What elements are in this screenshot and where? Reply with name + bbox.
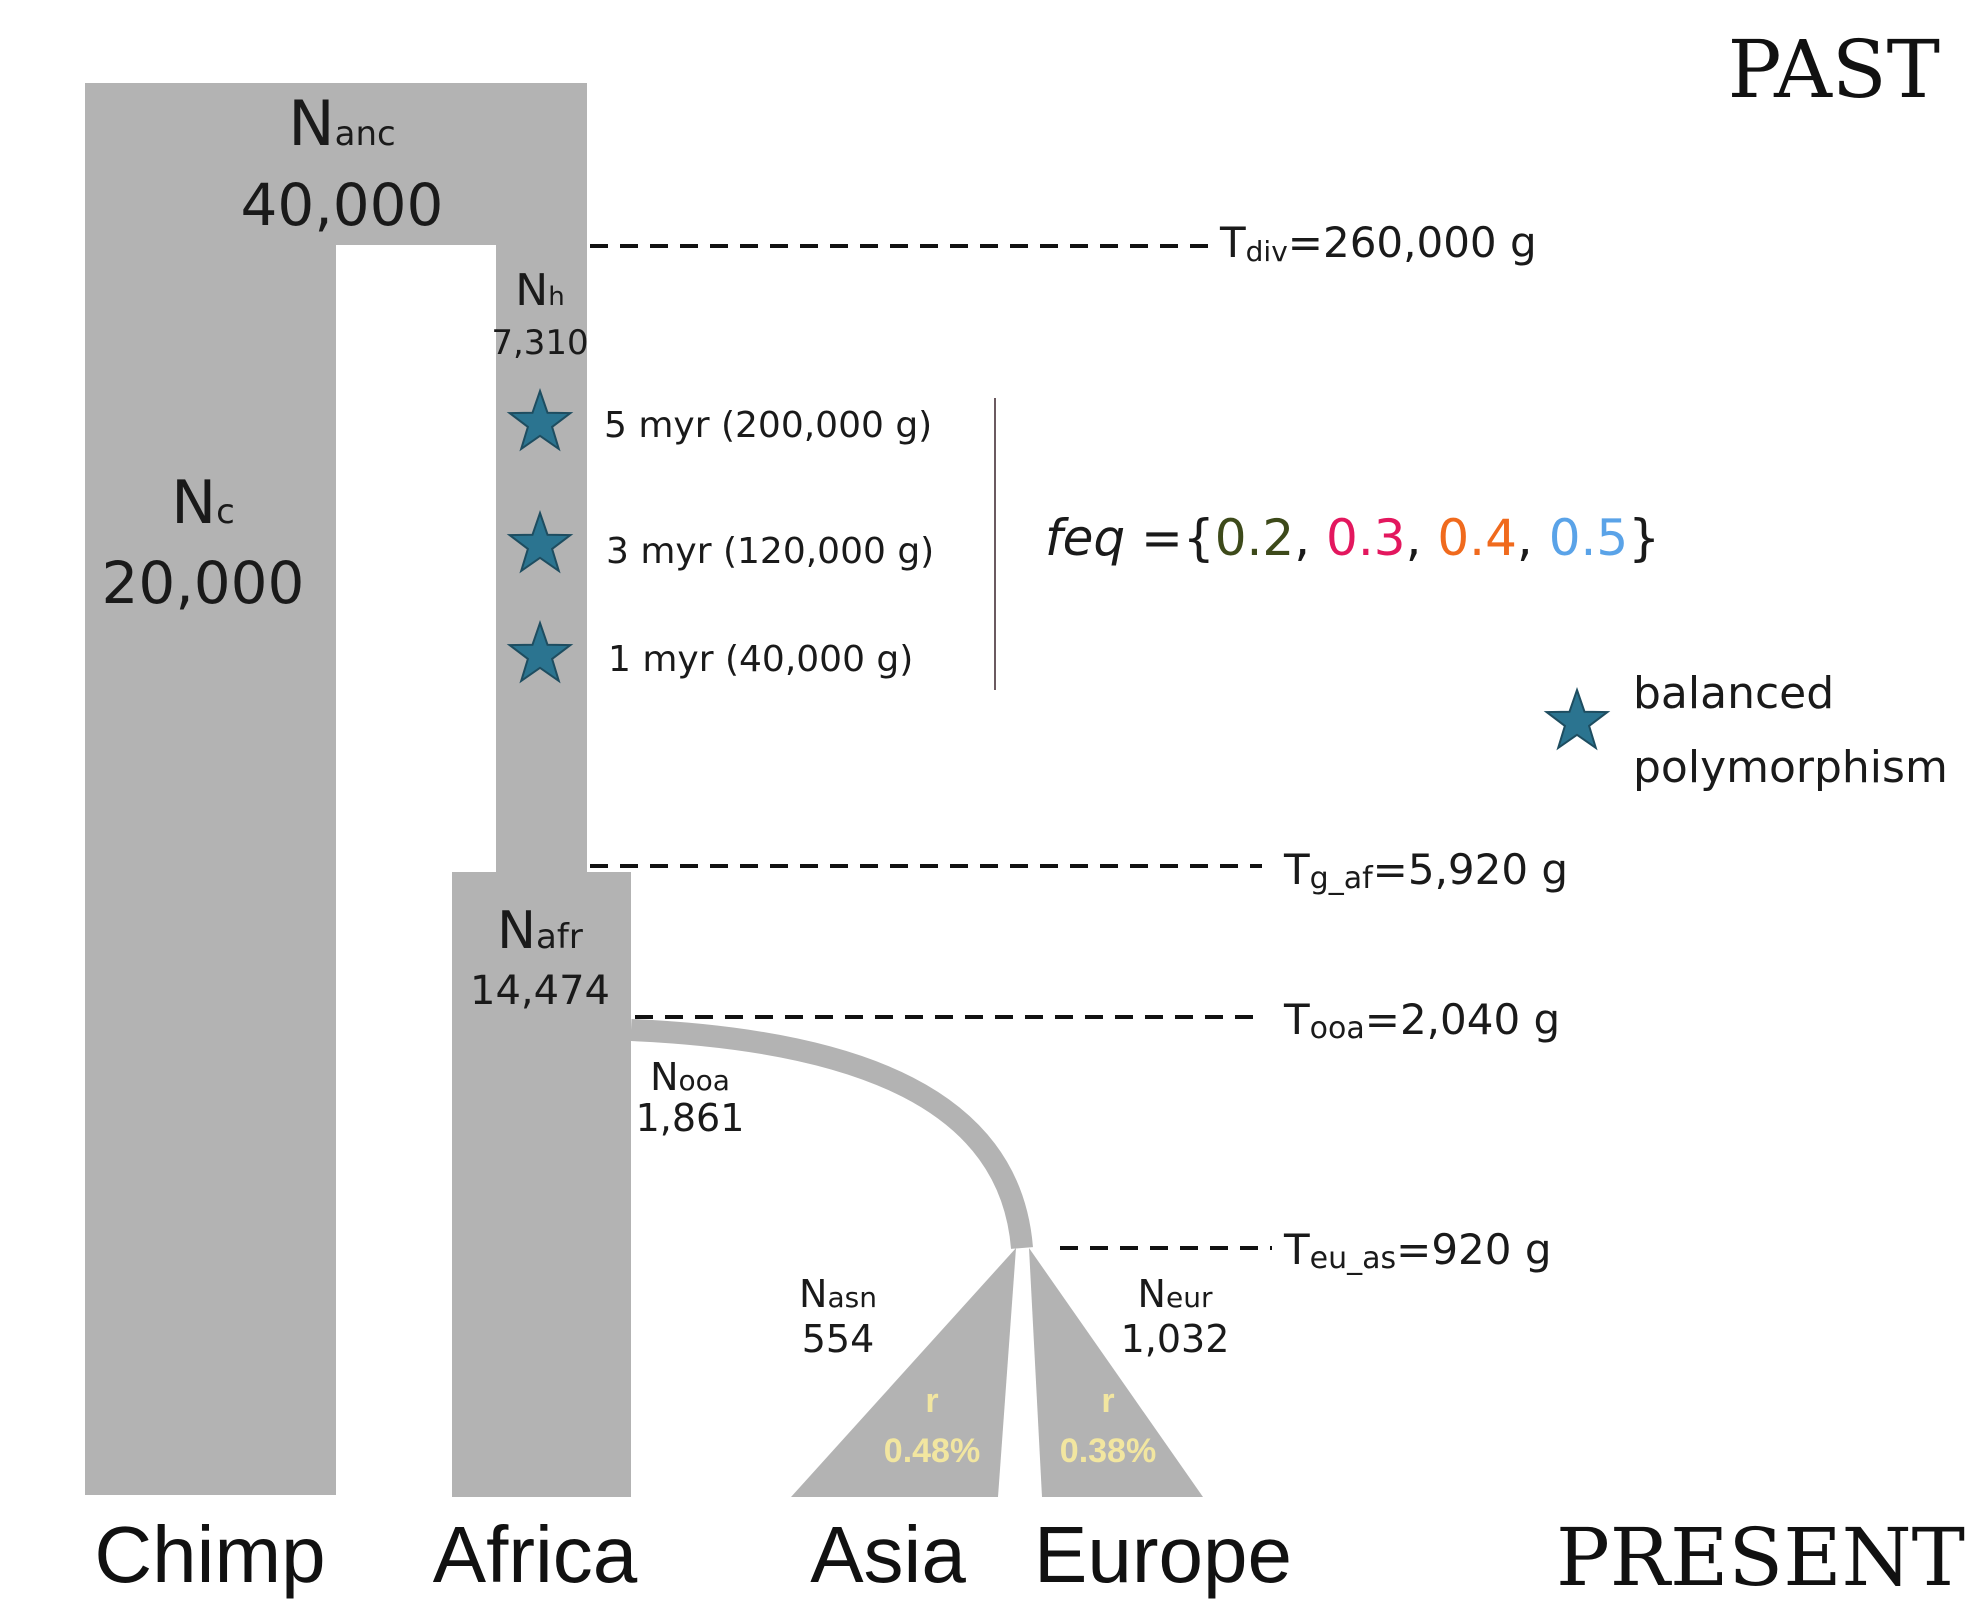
asia-growth-rate-value: 0.48% bbox=[884, 1432, 980, 1470]
europe-growth-rate-value: 0.38% bbox=[1060, 1432, 1156, 1470]
europe-population-size: 1,032 bbox=[1121, 1317, 1230, 1361]
africa-population-shape bbox=[452, 872, 631, 1497]
out-of-africa-branch-shape bbox=[630, 1019, 1033, 1249]
legend-label-line1: balanced bbox=[1633, 668, 1834, 719]
europe-population-shape bbox=[1029, 1248, 1203, 1497]
feq-value-3: 0.5 bbox=[1549, 509, 1629, 567]
ancestral-population-size: 40,000 bbox=[241, 171, 444, 239]
selection-age-1myr: 1 myr (40,000 g) bbox=[608, 639, 913, 680]
chimp-population-size: 20,000 bbox=[102, 549, 305, 617]
present-label: PRESENT bbox=[1556, 1511, 1965, 1604]
feq-label: feq bbox=[1045, 509, 1125, 567]
asia-population-size: 554 bbox=[802, 1317, 875, 1361]
africa-label: Africa bbox=[433, 1510, 638, 1599]
asia-growth-rate-label: r bbox=[925, 1382, 938, 1420]
europe-growth-rate-label: r bbox=[1101, 1382, 1114, 1420]
feq-value-1: 0.3 bbox=[1326, 509, 1406, 567]
asia-label: Asia bbox=[810, 1510, 966, 1599]
ancestral-chimp-population-shape bbox=[85, 83, 587, 1495]
legend-star-icon bbox=[1545, 689, 1609, 749]
africa-population-size: 14,474 bbox=[470, 968, 610, 1014]
africa-population-label: Nafr bbox=[497, 901, 583, 961]
europe-label: Europe bbox=[1034, 1510, 1292, 1599]
t-div-label: Tdiv=260,000 g bbox=[1219, 218, 1537, 268]
ancestral-population-label: Nanc bbox=[288, 87, 395, 160]
legend-label-line2: polymorphism bbox=[1633, 742, 1948, 793]
asia-population-shape bbox=[791, 1248, 1016, 1497]
out-of-africa-population-size: 1,861 bbox=[636, 1096, 745, 1140]
asia-population-label: Nasn bbox=[799, 1272, 877, 1316]
past-label: PAST bbox=[1728, 23, 1940, 116]
human-population-label: Nh bbox=[515, 265, 564, 316]
feq-value-2: 0.4 bbox=[1437, 509, 1517, 567]
chimp-population-label: Nc bbox=[171, 468, 235, 538]
t-ooa-label: Tooa=2,040 g bbox=[1283, 995, 1560, 1046]
chimp-label: Chimp bbox=[94, 1510, 325, 1599]
out-of-africa-population-label: Nooa bbox=[650, 1055, 730, 1099]
t-eu-as-label: Teu_as=920 g bbox=[1283, 1225, 1552, 1276]
t-g-af-label: Tg_af=5,920 g bbox=[1283, 845, 1568, 896]
feq-set: feq ={0.2, 0.3, 0.4, 0.5} bbox=[1045, 509, 1660, 567]
selection-age-3myr: 3 myr (120,000 g) bbox=[606, 531, 934, 572]
europe-population-label: Neur bbox=[1138, 1272, 1213, 1316]
human-population-size: 7,310 bbox=[491, 323, 588, 363]
selection-age-5myr: 5 myr (200,000 g) bbox=[604, 405, 932, 446]
feq-value-0: 0.2 bbox=[1215, 509, 1295, 567]
